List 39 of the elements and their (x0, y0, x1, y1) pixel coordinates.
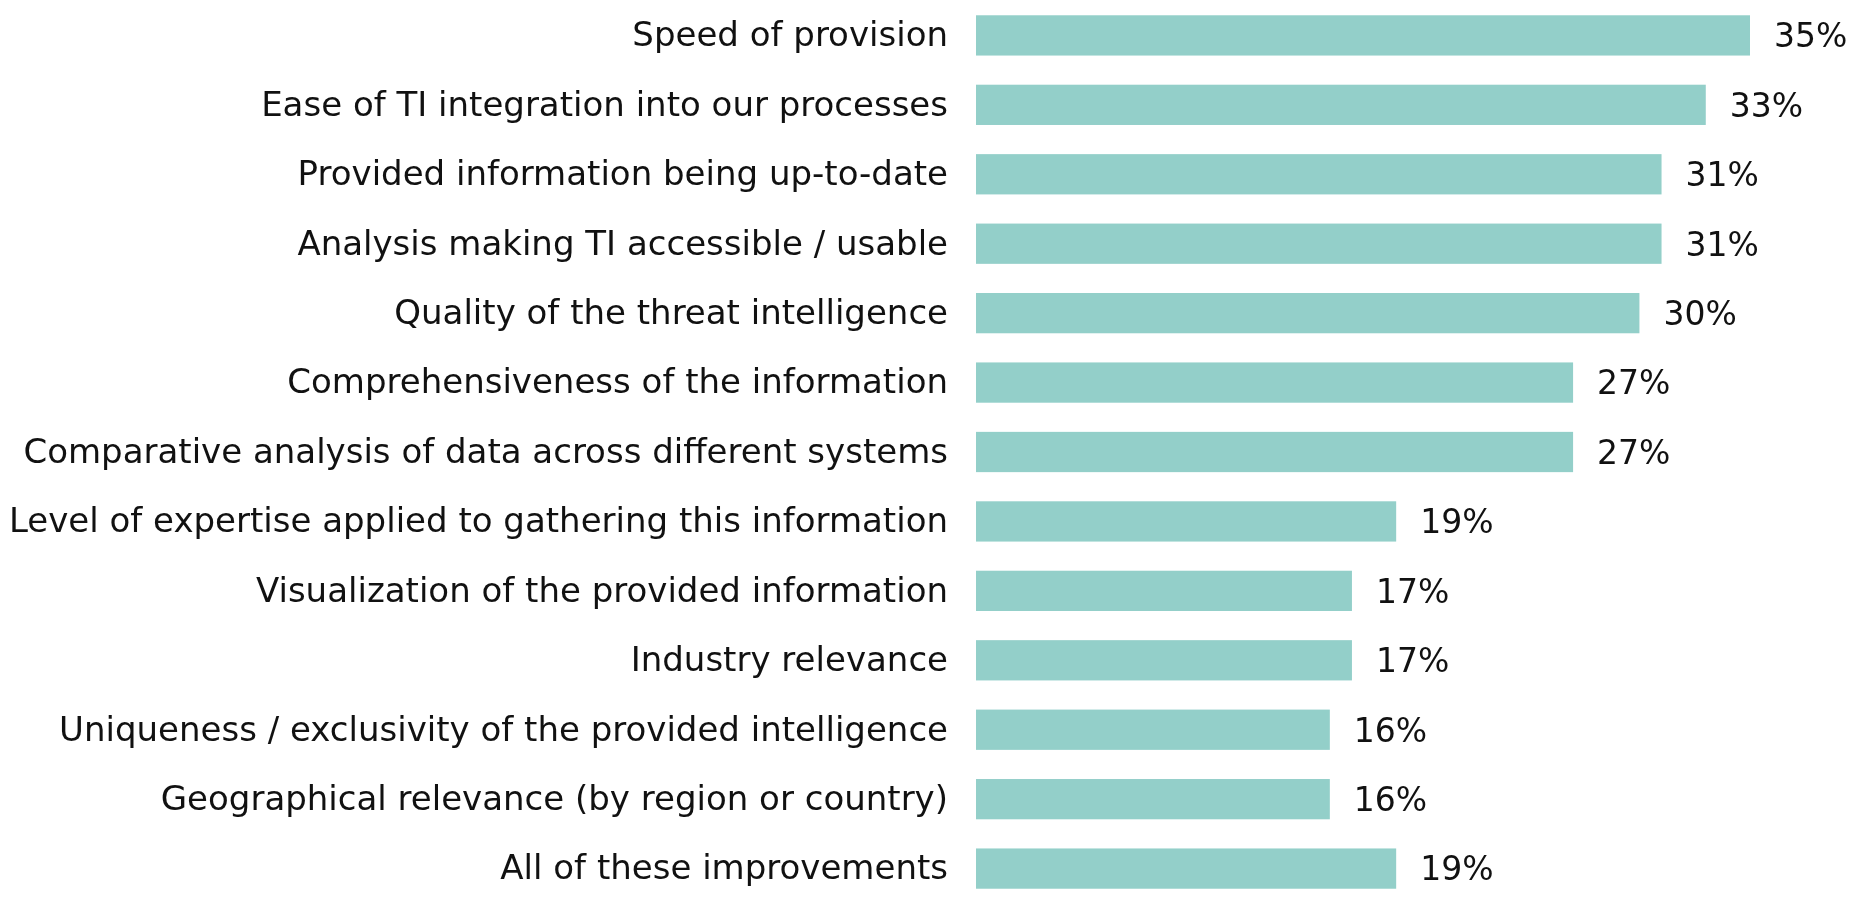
y-tick-label: Visualization of the provided information (255, 569, 948, 610)
bar (976, 709, 1330, 750)
y-tick-label: Uniqueness / exclusivity of the provided intelligence (59, 708, 948, 749)
bar (976, 501, 1397, 542)
data-label: 17% (1375, 641, 1450, 681)
data-label: 16% (1353, 780, 1428, 820)
bar (976, 293, 1640, 334)
data-label: 27% (1597, 432, 1671, 472)
bar (976, 362, 1574, 403)
bar (976, 223, 1662, 264)
bar (976, 431, 1574, 473)
y-tick-label: Geographical relevance (by region or country) (160, 778, 948, 819)
y-tick-label: All of these improvements (500, 847, 948, 888)
bar (976, 570, 1352, 611)
y-tick-label: Provided information being up-to-date (297, 153, 948, 194)
data-label: 17% (1375, 571, 1450, 611)
data-label: 31% (1685, 155, 1759, 195)
bar (976, 640, 1352, 681)
bar (976, 848, 1397, 889)
y-tick-label: Level of expertise applied to gathering this information (8, 500, 948, 541)
y-tick-label: Quality of the threat intelligence (394, 292, 948, 333)
y-tick-label: Comprehensiveness of the information (287, 361, 948, 402)
data-label: 19% (1420, 849, 1494, 889)
data-label: 19% (1420, 502, 1494, 542)
bar (976, 154, 1662, 195)
data-label: 30% (1663, 294, 1737, 334)
data-label: 33% (1729, 85, 1804, 125)
y-tick-label: Industry relevance (630, 639, 948, 680)
y-tick-label: Speed of provision (632, 14, 948, 55)
y-tick-label: Analysis making TI accessible / usable (297, 222, 948, 263)
bar (976, 779, 1330, 820)
data-label: 16% (1353, 710, 1428, 750)
data-label: 35% (1774, 16, 1848, 56)
bar (976, 15, 1750, 56)
data-label: 31% (1685, 224, 1759, 264)
y-tick-label: Ease of TI integration into our processes (261, 83, 948, 124)
bar (976, 84, 1706, 125)
data-label: 27% (1597, 363, 1671, 403)
y-tick-label: Comparative analysis of data across different systems (23, 430, 948, 471)
